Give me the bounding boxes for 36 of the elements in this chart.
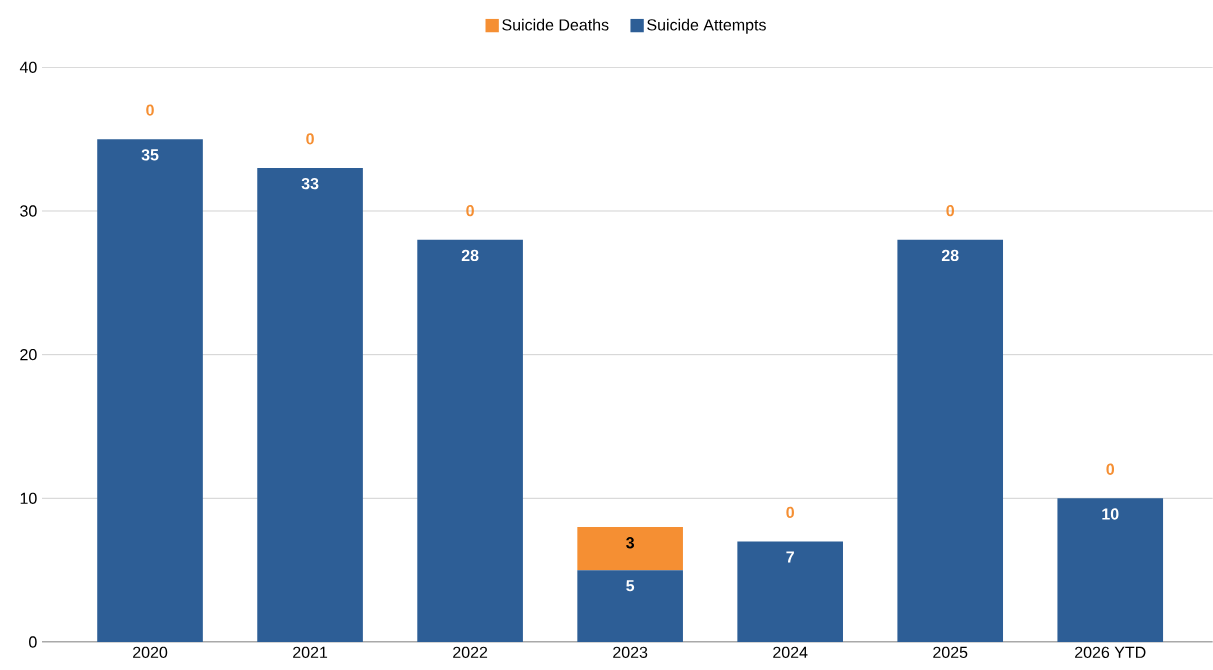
data-label: 10 [1102, 508, 1119, 520]
y-tick-label: 0 [29, 636, 37, 648]
legend-label: Suicide Attempts [647, 18, 766, 34]
bar [1057, 498, 1164, 642]
data-label: 28 [941, 249, 959, 262]
data-label: 35 [141, 149, 159, 161]
x-tick-label: 2024 [773, 646, 808, 659]
legend-label: Suicide Deaths [502, 18, 609, 31]
bar [897, 239, 1004, 642]
data-label: 0 [786, 506, 794, 519]
bar [577, 527, 683, 571]
y-tick-label: 10 [20, 492, 37, 504]
x-tick-label: 2025 [933, 646, 968, 659]
data-label: 0 [1106, 463, 1115, 475]
data-label: 33 [301, 177, 319, 190]
bar [257, 167, 363, 642]
x-tick-label: 2023 [613, 646, 648, 659]
data-label: 0 [306, 133, 314, 145]
bar [97, 139, 203, 642]
x-tick-label: 2026 YTD [1075, 646, 1146, 659]
x-tick-label: 2022 [453, 646, 488, 659]
y-tick-label: 30 [20, 205, 37, 217]
data-label: 7 [786, 551, 794, 563]
data-label: 0 [466, 205, 474, 217]
data-label: 3 [626, 537, 635, 549]
bar [577, 570, 683, 642]
bar [737, 541, 843, 642]
x-tick-label: 2021 [293, 646, 328, 659]
data-label: 0 [146, 104, 154, 116]
data-label: 0 [946, 205, 954, 217]
data-label: 5 [626, 580, 635, 592]
bar [417, 239, 523, 642]
y-tick-label: 20 [20, 348, 37, 361]
x-tick-label: 2020 [133, 646, 168, 659]
data-label: 28 [461, 249, 479, 262]
y-tick-label: 40 [19, 61, 37, 73]
